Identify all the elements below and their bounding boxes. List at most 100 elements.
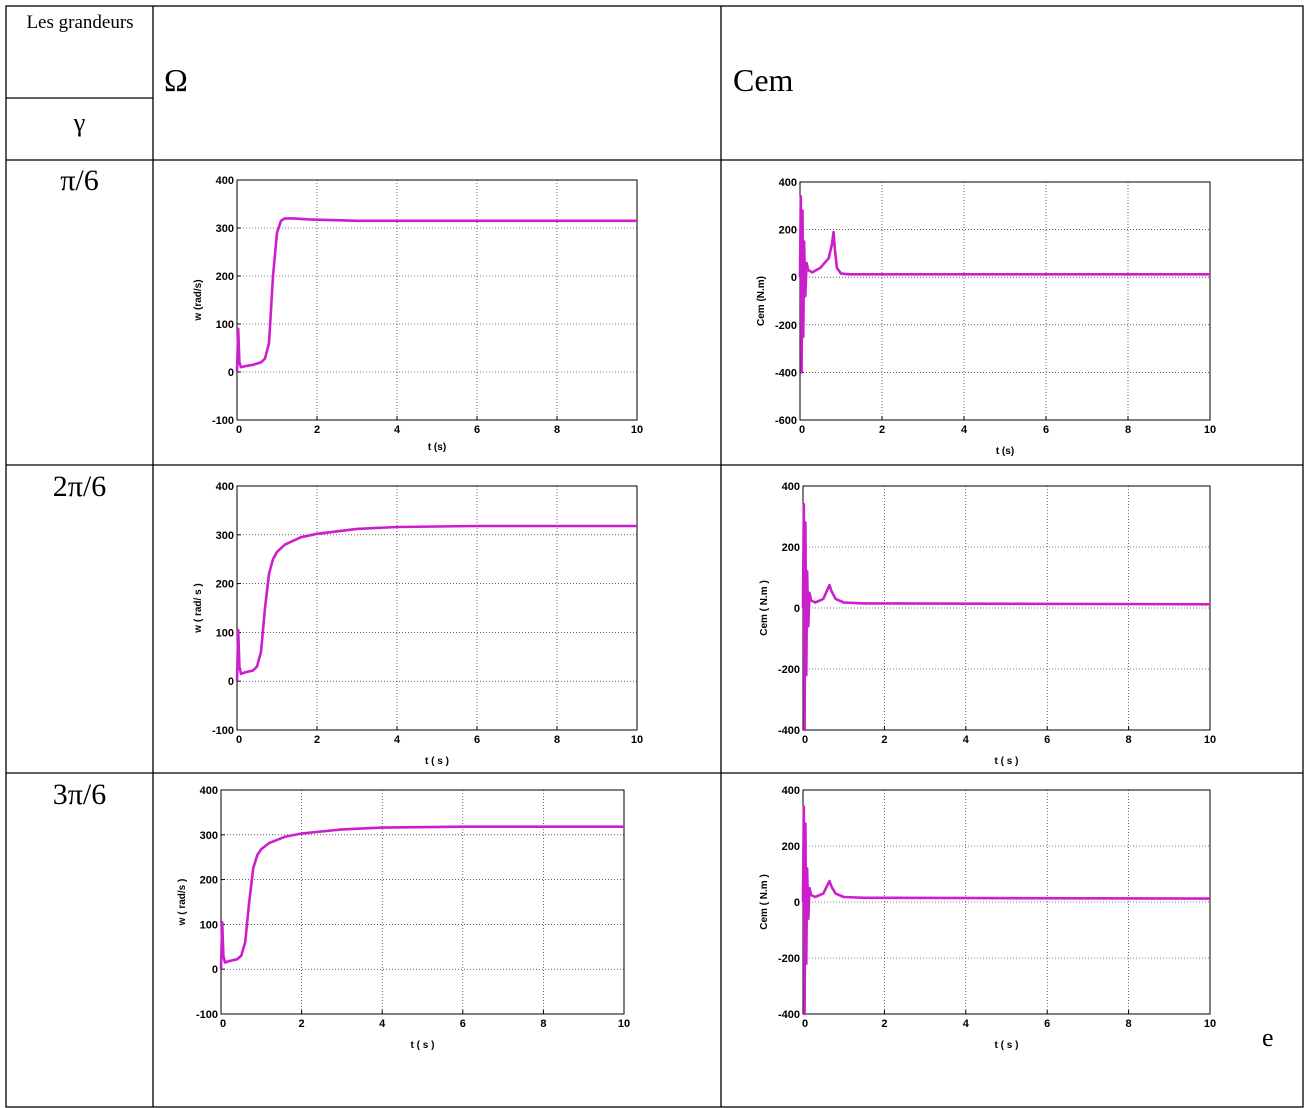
x-axis-label: t ( s ) bbox=[411, 1040, 435, 1051]
y-tick-label: 200 bbox=[200, 875, 218, 887]
y-tick-label: 0 bbox=[794, 603, 800, 615]
y-tick-label: 100 bbox=[216, 627, 234, 639]
header-quantities: Les grandeurs bbox=[26, 12, 134, 33]
column-header-cem: Cem bbox=[733, 62, 794, 98]
x-tick-label: 0 bbox=[802, 734, 808, 746]
chart-omega-1: 0 2 4 6 8 10 -100 0 100 200 300 400 t (s) w (rad/s) bbox=[185, 172, 645, 454]
y-tick-label: -100 bbox=[212, 725, 234, 737]
y-tick-label: 400 bbox=[782, 785, 800, 797]
y-tick-label: 400 bbox=[779, 177, 797, 189]
y-tick-label: -200 bbox=[775, 320, 797, 332]
column-header-omega: Ω bbox=[164, 62, 188, 98]
y-tick-label: 400 bbox=[782, 481, 800, 493]
chart-omega-3: 0 2 4 6 8 10 -100 0 100 200 300 400 t ( s ) w ( rad/s… bbox=[172, 782, 632, 1052]
cem-2-svg: 0 2 4 6 8 10 -400 -200 0 200 400 t ( s ) Cem ( N.m ) bbox=[759, 481, 1216, 767]
x-tick-label: 8 bbox=[1126, 734, 1132, 746]
y-axis-label: w ( rad/s ) bbox=[177, 879, 188, 927]
y-tick-label: -400 bbox=[778, 725, 800, 737]
y-tick-label: 0 bbox=[228, 676, 234, 688]
x-tick-label: 0 bbox=[802, 1018, 808, 1030]
y-tick-label: 400 bbox=[216, 481, 234, 493]
x-tick-label: 4 bbox=[963, 1018, 970, 1030]
stray-text: e bbox=[1262, 1023, 1274, 1052]
series-line bbox=[801, 502, 1211, 732]
y-tick-label: 200 bbox=[782, 841, 800, 853]
x-tick-label: 4 bbox=[394, 734, 401, 746]
x-tick-label: 2 bbox=[879, 424, 885, 436]
y-tick-label: -400 bbox=[775, 367, 797, 379]
row-gamma-1: π/6 bbox=[60, 164, 99, 197]
series-line bbox=[801, 805, 1211, 1016]
x-tick-label: 0 bbox=[236, 734, 242, 746]
plot-frame bbox=[220, 789, 625, 1015]
y-tick-label: 0 bbox=[794, 897, 800, 909]
y-tick-label: -100 bbox=[196, 1009, 218, 1021]
x-tick-label: 8 bbox=[554, 734, 560, 746]
x-tick-label: 10 bbox=[618, 1018, 630, 1030]
y-tick-label: -100 bbox=[212, 415, 234, 427]
x-axis-label: t (s) bbox=[428, 442, 446, 453]
y-tick-label: -200 bbox=[778, 953, 800, 965]
x-tick-label: 10 bbox=[1204, 424, 1216, 436]
x-tick-label: 10 bbox=[1204, 734, 1216, 746]
x-axis-label: t (s) bbox=[996, 446, 1014, 457]
x-tick-label: 6 bbox=[474, 424, 480, 436]
x-tick-label: 8 bbox=[554, 424, 560, 436]
series-line bbox=[798, 194, 1210, 374]
y-tick-label: -200 bbox=[778, 664, 800, 676]
x-tick-label: 4 bbox=[379, 1018, 386, 1030]
y-tick-label: 0 bbox=[212, 964, 218, 976]
plot-frame bbox=[236, 485, 638, 731]
y-tick-label: 0 bbox=[791, 272, 797, 284]
x-tick-label: 2 bbox=[314, 424, 320, 436]
x-tick-label: 8 bbox=[1126, 1018, 1132, 1030]
x-tick-label: 8 bbox=[1125, 424, 1131, 436]
x-tick-label: 0 bbox=[220, 1018, 226, 1030]
y-axis-label: w ( rad/ s ) bbox=[193, 583, 204, 633]
y-tick-label: 200 bbox=[216, 579, 234, 591]
x-tick-label: 0 bbox=[799, 424, 805, 436]
x-tick-label: 6 bbox=[474, 734, 480, 746]
y-axis-label: Cem (N.m) bbox=[756, 276, 767, 326]
x-axis-label: t ( s ) bbox=[995, 756, 1019, 767]
x-tick-label: 6 bbox=[460, 1018, 466, 1030]
chart-cem-3: 0 2 4 6 8 10 -400 -200 0 200 400 t ( s ) Cem ( N.m ) bbox=[748, 782, 1216, 1052]
y-tick-label: -600 bbox=[775, 415, 797, 427]
y-tick-label: 300 bbox=[216, 530, 234, 542]
y-tick-label: 300 bbox=[216, 223, 234, 235]
cem-3-svg: 0 2 4 6 8 10 -400 -200 0 200 400 t ( s ) Cem ( N.m ) bbox=[759, 785, 1216, 1051]
x-tick-label: 2 bbox=[299, 1018, 305, 1030]
x-axis-label: t ( s ) bbox=[995, 1040, 1019, 1051]
row-gamma-3: 3π/6 bbox=[52, 778, 107, 811]
x-tick-label: 4 bbox=[961, 424, 968, 436]
y-tick-label: 100 bbox=[200, 919, 218, 931]
header-gamma: γ bbox=[73, 108, 86, 137]
x-tick-label: 2 bbox=[881, 1018, 887, 1030]
y-tick-label: 300 bbox=[200, 830, 218, 842]
y-tick-label: 400 bbox=[216, 175, 234, 187]
y-tick-label: 0 bbox=[228, 367, 234, 379]
x-tick-label: 6 bbox=[1043, 424, 1049, 436]
x-tick-label: 0 bbox=[236, 424, 242, 436]
series-line bbox=[219, 825, 624, 970]
x-tick-label: 10 bbox=[631, 424, 643, 436]
y-tick-label: 200 bbox=[782, 542, 800, 554]
x-tick-label: 10 bbox=[1204, 1018, 1216, 1030]
plot-frame bbox=[236, 179, 638, 421]
chart-cem-1: 0 2 4 6 8 10 -600 -400 -200 0 200 400 t (s) Cem (N.m) bbox=[748, 172, 1216, 458]
row-gamma-2: 2π/6 bbox=[52, 470, 107, 503]
cem-1-svg: 0 2 4 6 8 10 -600 -400 -200 0 200 400 t (s) Cem (N.m) bbox=[756, 177, 1216, 457]
y-tick-label: -400 bbox=[778, 1009, 800, 1021]
series-line bbox=[235, 217, 637, 373]
x-tick-label: 2 bbox=[314, 734, 320, 746]
x-tick-label: 2 bbox=[881, 734, 887, 746]
series-line bbox=[235, 524, 637, 682]
x-tick-label: 6 bbox=[1044, 1018, 1050, 1030]
x-axis-label: t ( s ) bbox=[425, 756, 449, 767]
x-tick-label: 4 bbox=[963, 734, 970, 746]
x-tick-label: 4 bbox=[394, 424, 401, 436]
